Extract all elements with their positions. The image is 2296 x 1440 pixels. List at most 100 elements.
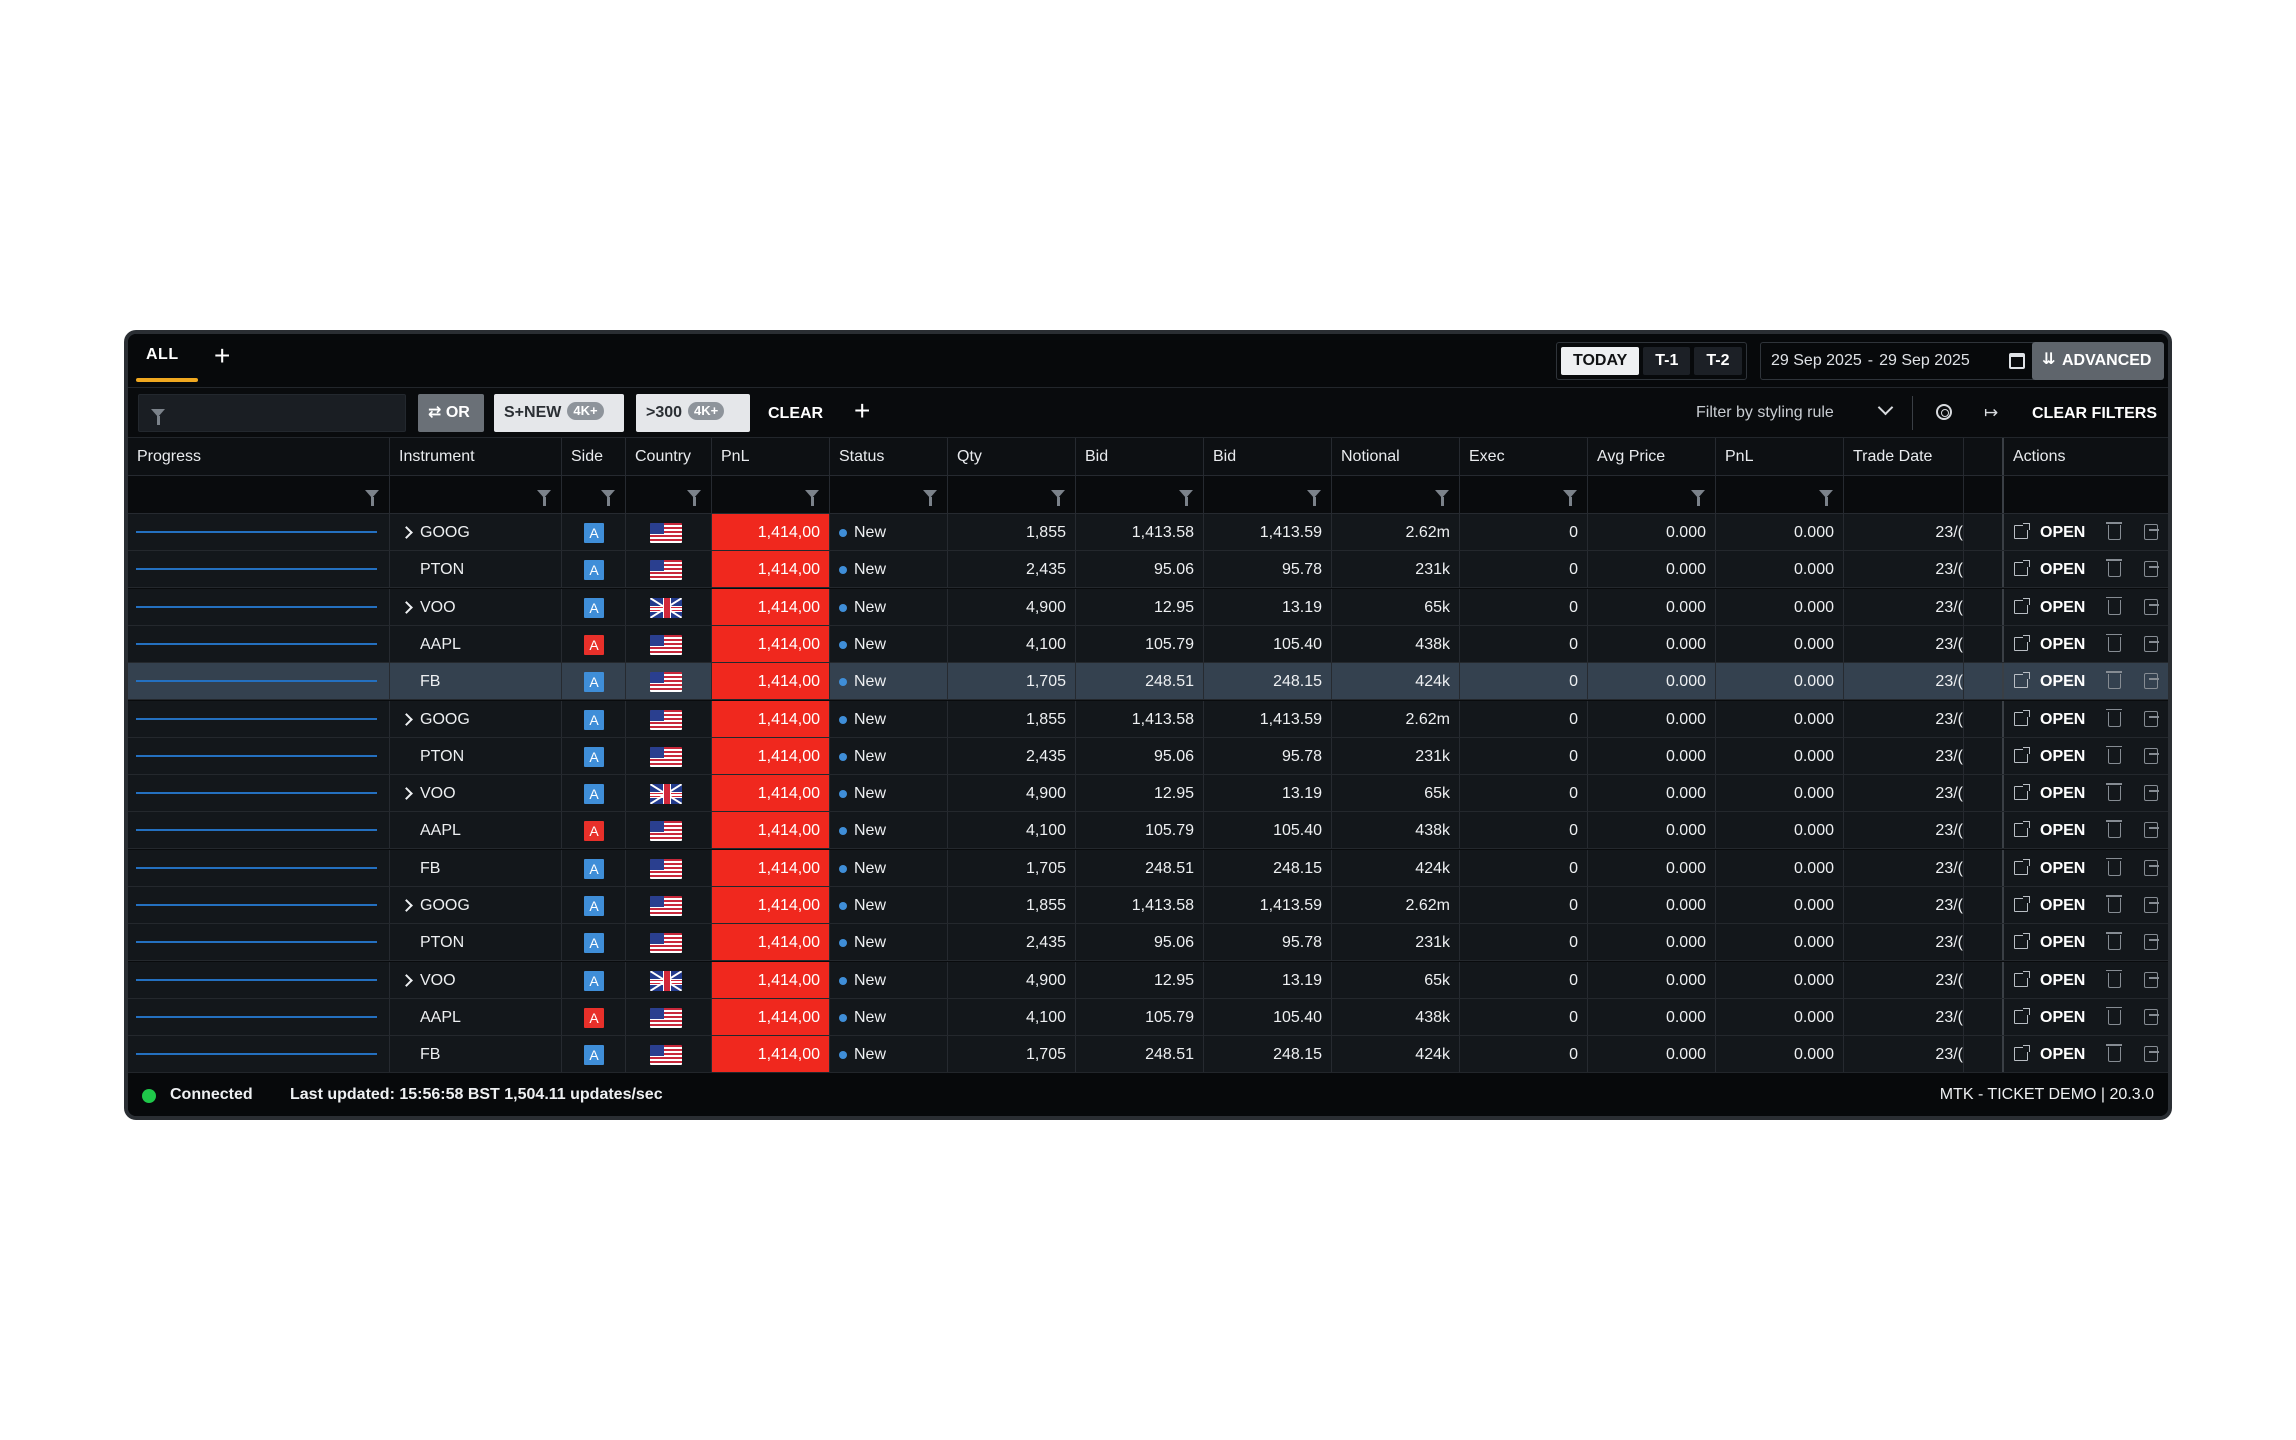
calendar-icon[interactable] [2009,353,2025,369]
external-link-icon[interactable] [2014,858,2030,875]
table-row[interactable]: FB A 1,414,00 New 1,705 248.51 248.15 424k 0 0.00… [128,849,2168,887]
t-1-button[interactable]: T-1 [1643,347,1691,375]
table-row[interactable]: GOOG A 1,414,00 New 1,855 1,413.58 1,413.59 2.6… [128,887,2168,924]
column-header-country[interactable]: Country [626,438,712,475]
trash-icon[interactable] [2106,857,2122,876]
trash-icon[interactable] [2106,1006,2122,1025]
filter-icon[interactable] [601,490,615,506]
date-range-picker[interactable]: 29 Sep 2025-29 Sep 2025 [1760,342,2036,380]
duplicate-icon[interactable] [2144,1046,2159,1063]
chevron-right-icon[interactable] [400,526,413,539]
open-button[interactable]: OPEN [2040,859,2086,877]
open-button[interactable]: OPEN [2040,1008,2086,1026]
trash-icon[interactable] [2106,895,2122,913]
gt300-filter-chip[interactable]: >300 4K+ [636,394,750,432]
trash-icon[interactable] [2106,596,2122,615]
filter-icon[interactable] [1179,490,1193,506]
filter-icon[interactable] [687,490,701,506]
column-header-pnl2[interactable]: PnL [1716,438,1844,475]
column-header-pnl[interactable]: PnL [712,438,830,475]
duplicate-icon[interactable] [2144,1008,2159,1025]
gear-icon[interactable] [1936,404,1952,420]
open-button[interactable]: OPEN [2040,1046,2086,1064]
table-row[interactable]: VOO A 1,414,00 New 4,900 12.95 13.19 65k 0 0.000 0… [128,775,2168,813]
filter-icon[interactable] [1691,490,1705,506]
advanced-button[interactable]: ⇊ ADVANCED [2032,342,2164,380]
external-link-icon[interactable] [2014,560,2030,577]
chevron-right-icon[interactable] [400,712,413,726]
trash-icon[interactable] [2106,1044,2122,1063]
duplicate-icon[interactable] [2144,710,2159,727]
external-link-icon[interactable] [2014,746,2030,763]
duplicate-icon[interactable] [2144,971,2159,988]
chevron-right-icon[interactable] [400,787,413,800]
styling-rule-select[interactable]: Filter by styling rule [1696,404,1834,421]
external-link-icon[interactable] [2014,672,2030,689]
external-link-icon[interactable] [2014,709,2030,726]
quick-filter-input[interactable] [139,395,405,431]
add-tab-plus-icon[interactable]: + [214,340,231,371]
trash-icon[interactable] [2106,522,2122,540]
trash-icon[interactable] [2106,820,2122,839]
external-link-icon[interactable] [2014,1045,2030,1062]
column-header-trade_date[interactable]: Trade Date [1844,438,1964,475]
external-link-icon[interactable] [2014,1007,2030,1024]
table-row[interactable]: PTON A 1,414,00 New 2,435 95.06 95.78 231k 0 0.00… [128,737,2168,775]
trash-icon[interactable] [2106,559,2122,578]
trash-icon[interactable] [2106,745,2122,764]
clear-filters-button[interactable]: CLEAR FILTERS [2032,405,2158,422]
external-link-icon[interactable] [2014,970,2030,987]
column-filter-instrument[interactable] [390,476,562,513]
external-link-icon[interactable] [2014,933,2030,950]
column-header-bid2[interactable]: Bid [1204,438,1332,475]
today-button[interactable]: TODAY [1561,347,1640,375]
chevron-right-icon[interactable] [400,899,413,912]
column-filter-side[interactable] [562,476,626,513]
table-row[interactable]: FB A 1,414,00 New 1,705 248.51 248.15 424k 0 0.00… [128,663,2168,701]
quick-filter[interactable] [138,394,406,432]
trash-icon[interactable] [2106,708,2122,727]
clear-button[interactable]: CLEAR [768,405,824,422]
open-button[interactable]: OPEN [2040,524,2086,541]
duplicate-icon[interactable] [2144,747,2159,764]
column-header-exec[interactable]: Exec [1460,438,1588,475]
column-filter-bid1[interactable] [1076,476,1204,513]
trash-icon[interactable] [2106,932,2122,951]
column-header-qty[interactable]: Qty [948,438,1076,475]
open-button[interactable]: OPEN [2040,971,2086,989]
column-filter-progress[interactable] [128,476,390,513]
column-header-instrument[interactable]: Instrument [390,438,562,475]
duplicate-icon[interactable] [2144,785,2159,802]
external-link-icon[interactable] [2014,821,2030,838]
table-row[interactable]: PTON A 1,414,00 New 2,435 95.06 95.78 231k 0 0.00… [128,551,2168,589]
duplicate-icon[interactable] [2144,635,2159,652]
column-header-actions[interactable]: Actions [2004,438,2168,475]
filter-icon[interactable] [1435,490,1449,506]
chevron-down-icon[interactable] [1877,399,1894,416]
open-button[interactable]: OPEN [2040,747,2086,765]
open-button[interactable]: OPEN [2040,635,2086,653]
external-link-icon[interactable] [2014,523,2030,539]
open-button[interactable]: OPEN [2040,785,2086,803]
table-row[interactable]: GOOG A 1,414,00 New 1,855 1,413.58 1,413.59 2.6… [128,514,2168,551]
trash-icon[interactable] [2106,969,2122,988]
open-button[interactable]: OPEN [2040,822,2086,840]
column-header-side[interactable]: Side [562,438,626,475]
external-link-icon[interactable] [2014,597,2030,614]
or-toggle-chip[interactable]: ⇄ OR [418,394,484,432]
table-row[interactable]: VOO A 1,414,00 New 4,900 12.95 13.19 65k 0 0.000 0… [128,961,2168,999]
filter-icon[interactable] [805,490,819,506]
open-button[interactable]: OPEN [2040,934,2086,952]
export-icon[interactable]: ↦ [1984,403,1999,422]
column-filter-exec[interactable] [1460,476,1588,513]
t-2-button[interactable]: T-2 [1694,347,1742,375]
tab-all[interactable]: ALL [146,346,179,363]
filter-icon[interactable] [1819,490,1833,506]
duplicate-icon[interactable] [2144,561,2159,578]
filter-icon[interactable] [1307,490,1321,506]
open-button[interactable]: OPEN [2040,673,2086,691]
trash-icon[interactable] [2106,783,2122,802]
column-header-progress[interactable]: Progress [128,438,390,475]
column-filter-bid2[interactable] [1204,476,1332,513]
open-button[interactable]: OPEN [2040,561,2086,579]
